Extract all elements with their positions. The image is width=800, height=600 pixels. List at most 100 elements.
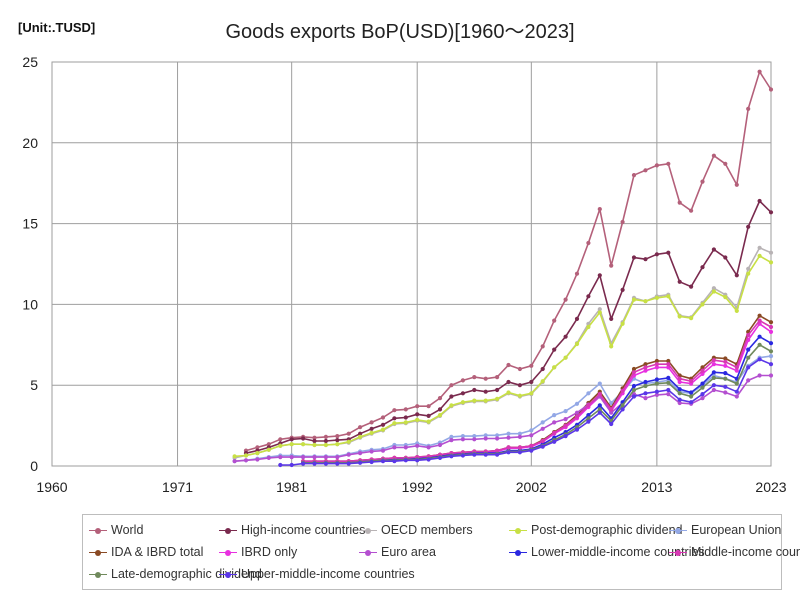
data-point bbox=[335, 461, 340, 466]
data-point bbox=[757, 334, 762, 339]
data-point bbox=[506, 435, 511, 440]
data-point bbox=[723, 255, 728, 260]
data-point bbox=[597, 381, 602, 386]
data-point bbox=[677, 200, 682, 205]
data-point bbox=[654, 389, 660, 394]
series-line bbox=[234, 247, 772, 459]
data-point bbox=[677, 279, 682, 284]
data-point bbox=[689, 284, 694, 289]
data-point bbox=[335, 455, 340, 460]
data-point bbox=[255, 445, 260, 450]
data-point bbox=[369, 449, 374, 454]
data-point bbox=[597, 403, 602, 408]
data-point bbox=[392, 408, 397, 413]
data-point bbox=[312, 435, 317, 440]
data-point bbox=[689, 390, 694, 395]
data-point bbox=[483, 436, 488, 441]
data-point bbox=[620, 407, 625, 412]
series-3 bbox=[232, 253, 774, 459]
data-point bbox=[449, 383, 454, 388]
data-point bbox=[711, 286, 717, 291]
data-point bbox=[278, 455, 283, 460]
data-point bbox=[495, 375, 500, 380]
data-point bbox=[403, 458, 408, 463]
data-point bbox=[278, 443, 283, 448]
data-point bbox=[666, 375, 671, 380]
data-point bbox=[620, 403, 625, 408]
data-point bbox=[666, 250, 671, 255]
data-point bbox=[449, 438, 454, 443]
chart-title: Goods exports BoP(USD)[1960～2023] bbox=[225, 21, 575, 43]
data-point bbox=[734, 381, 739, 386]
data-point bbox=[746, 224, 751, 229]
data-point bbox=[643, 257, 648, 262]
data-point bbox=[266, 447, 271, 452]
data-point bbox=[700, 302, 705, 307]
data-point bbox=[506, 431, 511, 436]
data-point bbox=[643, 362, 648, 367]
data-point bbox=[552, 420, 557, 425]
data-point bbox=[312, 455, 317, 460]
data-point bbox=[540, 379, 545, 384]
data-point bbox=[517, 450, 523, 455]
legend-item: Upper-middle-income countries bbox=[219, 567, 415, 581]
data-point bbox=[323, 434, 328, 439]
data-point bbox=[586, 324, 591, 330]
data-point bbox=[255, 457, 260, 462]
data-point bbox=[768, 362, 774, 367]
data-point bbox=[746, 347, 751, 352]
y-tick-label: 10 bbox=[22, 296, 38, 312]
data-point bbox=[597, 407, 602, 412]
series-2 bbox=[232, 245, 774, 460]
data-point bbox=[415, 404, 420, 409]
unit-label: [Unit:.TUSD] bbox=[18, 20, 96, 35]
legend-swatch bbox=[359, 549, 377, 557]
data-point bbox=[609, 400, 614, 406]
data-point bbox=[597, 207, 602, 212]
data-point bbox=[723, 295, 728, 300]
data-point bbox=[346, 452, 351, 457]
data-point bbox=[346, 439, 351, 444]
data-point bbox=[529, 428, 534, 433]
data-point bbox=[392, 421, 397, 426]
data-point bbox=[723, 376, 728, 381]
data-point bbox=[574, 427, 580, 432]
legend-item: Middle-income countries bbox=[669, 545, 800, 559]
data-point bbox=[449, 434, 454, 439]
legend-swatch bbox=[89, 549, 107, 557]
data-point bbox=[757, 373, 762, 378]
data-point bbox=[574, 414, 580, 419]
data-point bbox=[346, 431, 351, 436]
data-point bbox=[757, 318, 762, 323]
axes bbox=[51, 61, 772, 467]
data-point bbox=[768, 373, 774, 378]
data-point bbox=[734, 368, 739, 373]
data-point bbox=[586, 416, 591, 421]
legend-item: High-income countries bbox=[219, 523, 365, 537]
legend-label: Euro area bbox=[381, 545, 436, 559]
data-point bbox=[586, 391, 591, 396]
legend-item: European Union bbox=[669, 523, 781, 537]
data-point bbox=[552, 430, 557, 435]
data-point bbox=[415, 417, 420, 422]
legend-item: Post-demographic dividend bbox=[509, 523, 682, 537]
series-11 bbox=[278, 357, 774, 468]
data-point bbox=[711, 358, 717, 363]
data-point bbox=[358, 431, 363, 436]
series-line bbox=[245, 200, 772, 454]
data-point bbox=[392, 459, 397, 464]
data-point bbox=[597, 273, 602, 278]
data-point bbox=[574, 341, 580, 347]
x-tick-label: 1981 bbox=[276, 479, 307, 495]
data-point bbox=[392, 445, 397, 450]
data-point bbox=[586, 240, 591, 246]
data-point bbox=[654, 377, 660, 382]
data-point bbox=[540, 426, 545, 431]
legend-item: World bbox=[89, 523, 143, 537]
legend-label: Middle-income countries bbox=[691, 545, 800, 559]
data-point bbox=[689, 400, 694, 405]
data-point bbox=[369, 420, 374, 425]
data-point bbox=[495, 436, 500, 441]
data-point bbox=[677, 387, 682, 392]
legend-swatch bbox=[669, 549, 687, 557]
